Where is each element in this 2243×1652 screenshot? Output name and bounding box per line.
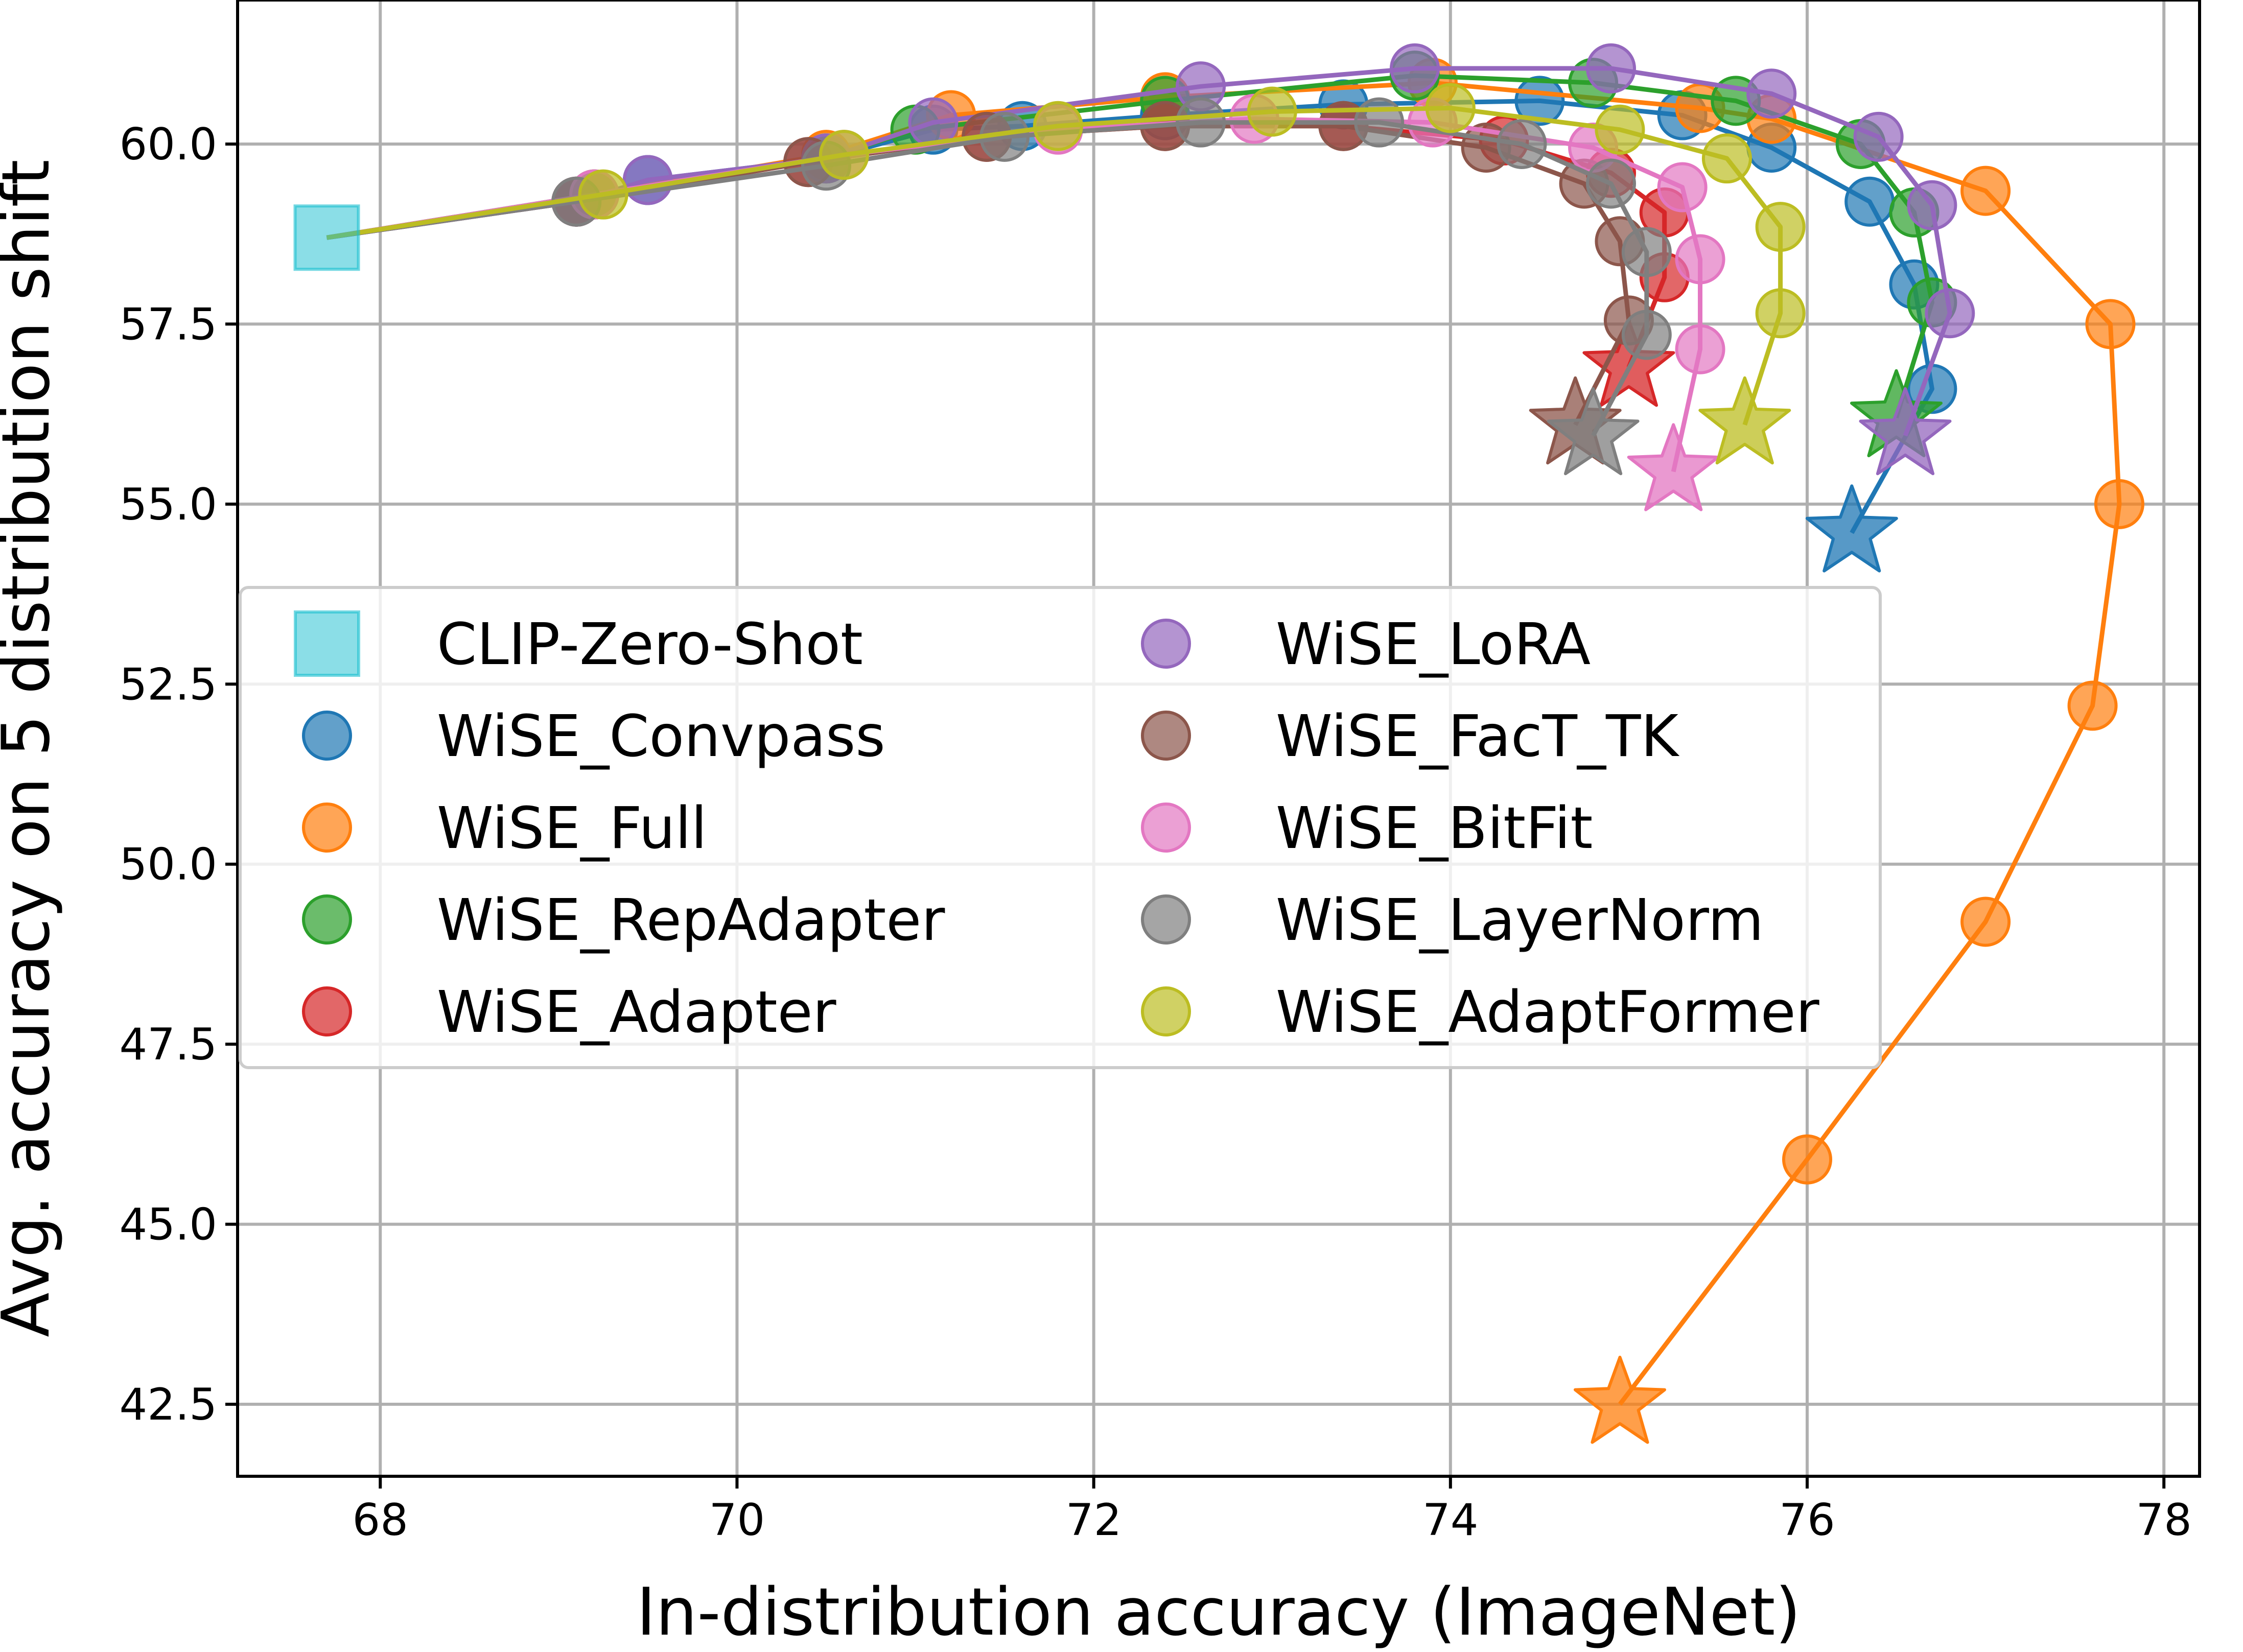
zero-shot-point [293,204,360,271]
legend-item: WiSE_Full [302,795,707,862]
legend-label: WiSE_BitFit [1276,795,1593,862]
data-point [1621,227,1672,277]
y-tick-label: 52.5 [120,659,217,710]
legend-label: WiSE_Convpass [437,703,885,770]
data-point [1844,176,1895,227]
x-tick-label: 72 [1066,1495,1122,1546]
fine-tuned-star-point [1698,376,1791,465]
data-point [1354,97,1405,148]
data-point [1925,288,1975,339]
legend-circle-marker [1141,711,1191,761]
legend-label: WiSE_LayerNorm [1276,887,1764,954]
series-wise-adaptformer [326,83,1806,465]
legend-item: WiSE_Adapter [302,979,837,1046]
legend-circle-marker [1141,986,1191,1036]
data-point [1960,896,2011,947]
y-tick-label: 47.5 [120,1019,217,1070]
data-point [622,155,673,205]
data-point [1853,111,1904,162]
data-point [1907,180,1957,230]
data-point [1425,83,1476,133]
fine-tuned-star-point [1574,1356,1666,1444]
x-tick-label: 78 [2136,1495,2191,1546]
legend-box [239,586,1882,1069]
legend-label: WiSE_RepAdapter [437,887,945,954]
x-tick-label: 76 [1779,1495,1835,1546]
data-point [1755,288,1806,339]
legend-item: WiSE_LoRA [1141,611,1591,678]
y-tick-label: 57.5 [120,299,217,350]
y-tick-label: 45.0 [120,1199,217,1250]
plot-frame [236,0,2201,1478]
fine-tuned-star-point [1627,423,1720,511]
y-tick-label: 60.0 [120,119,217,170]
legend-circle-marker [1141,894,1191,945]
data-point [2085,299,2136,349]
data-point [1176,97,1226,148]
legend: CLIP-Zero-Shot WiSE_Convpass WiSE_Full WiSE… [239,586,1882,1069]
fine-tuned-star-point [1547,387,1640,476]
legend-item: WiSE_BitFit [1141,795,1593,862]
legend-item: WiSE_AdaptFormer [1141,979,1820,1046]
y-axis-label: Avg. accuracy on 5 distribution shift [0,159,64,1337]
data-point [1514,76,1565,126]
data-point [1782,1134,1832,1185]
data-point [1755,202,1806,252]
data-point [578,169,628,220]
series-layer [293,43,2144,1444]
data-point [819,130,869,180]
data-point [1247,86,1297,137]
legend-circle-marker [1141,619,1191,669]
x-tick-label: 70 [709,1495,765,1546]
data-point [1675,234,1725,285]
x-axis-label: In-distribution accuracy (ImageNet) [637,1574,1801,1650]
data-point [1586,43,1636,93]
data-point [2067,680,2118,731]
data-point [1621,310,1672,360]
data-point [1657,162,1708,213]
legend-label: WiSE_Full [437,795,707,862]
legend-item: WiSE_Convpass [302,703,885,770]
legend-label: WiSE_AdaptFormer [1276,979,1820,1046]
legend-circle-marker [302,803,352,853]
legend-item: WiSE_LayerNorm [1141,887,1764,954]
legend-circle-marker [1141,803,1191,853]
data-point [1390,43,1440,93]
legend-label: WiSE_Adapter [437,979,837,1046]
x-tick-label: 68 [353,1495,408,1546]
series-wise-layernorm [326,97,1672,476]
fine-tuned-star-point [1805,484,1898,573]
legend-label: CLIP-Zero-Shot [437,611,863,678]
legend-square-marker [294,610,360,677]
y-tick-label: 42.5 [120,1379,217,1430]
y-tick-label: 55.0 [120,479,217,530]
data-point [1701,133,1752,184]
data-point [1746,68,1797,119]
fine-tuned-star-point [1859,387,1952,476]
data-point [1595,104,1645,155]
legend-circle-marker [302,894,352,945]
data-point [1033,101,1083,151]
legend-item: WiSE_FacT_TK [1141,703,1679,770]
data-point [1497,119,1547,169]
axis-ticks: 68 70 72 74 76 78 42.5 45.0 47.5 50.0 52.5 55.0 57.5… [120,119,2192,1546]
legend-label: WiSE_FacT_TK [1276,703,1679,770]
y-tick-label: 50.0 [120,839,217,890]
data-point [1960,166,2011,216]
legend-item: WiSE_RepAdapter [302,887,945,954]
x-tick-label: 74 [1422,1495,1478,1546]
data-point [1586,158,1636,209]
legend-circle-marker [302,986,352,1036]
data-point [2094,479,2144,529]
data-point [1675,324,1725,374]
legend-label: WiSE_LoRA [1276,611,1591,678]
legend-item: CLIP-Zero-Shot [294,610,863,678]
legend-circle-marker [302,711,352,761]
